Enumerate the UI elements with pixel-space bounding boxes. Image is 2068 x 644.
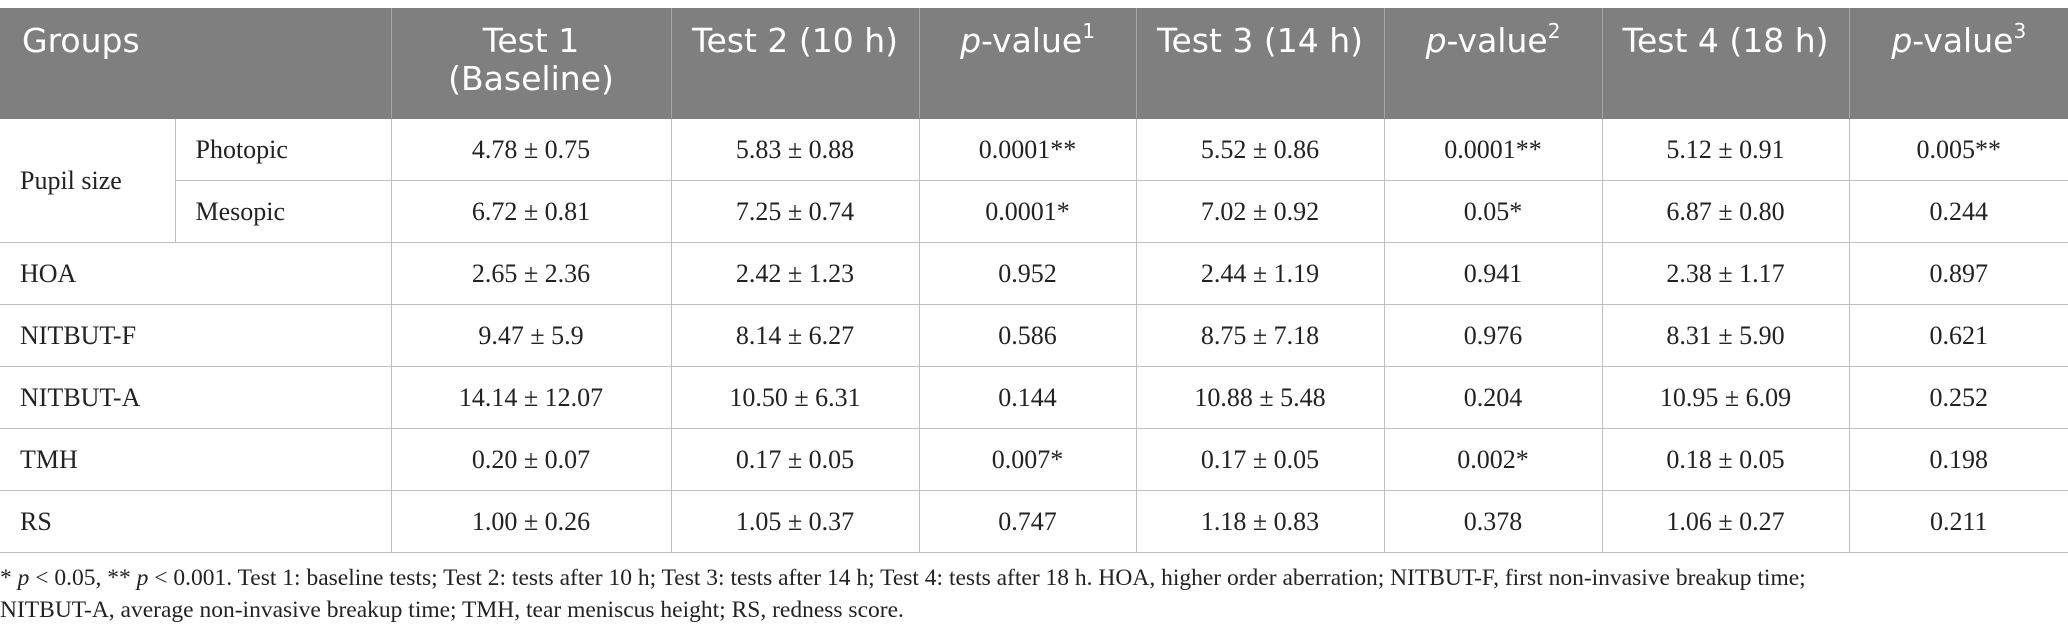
row-group-label: NITBUT-F [0, 304, 392, 367]
cell-test4: 10.95 ± 6.09 [1602, 366, 1850, 429]
cell-test1: 9.47 ± 5.9 [391, 304, 672, 367]
header-test3: Test 3 (14 h) [1136, 8, 1385, 119]
cell-test4: 0.18 ± 0.05 [1602, 428, 1850, 491]
cell-test2: 5.83 ± 0.88 [671, 118, 920, 181]
header-pvalue2: p-value2 [1384, 8, 1603, 119]
cell-pvalue3: 0.252 [1849, 366, 2068, 429]
cell-pvalue3: 0.211 [1849, 490, 2068, 553]
header-test2: Test 2 (10 h) [671, 8, 920, 119]
header-pvalue2-p: p [1425, 21, 1447, 60]
header-groups-label: Groups [22, 21, 140, 60]
table-footnote: * p < 0.05, ** p < 0.001. Test 1: baseli… [0, 562, 2060, 626]
cell-pvalue2: 0.976 [1384, 304, 1603, 367]
cell-test1: 1.00 ± 0.26 [391, 490, 672, 553]
cell-test1: 14.14 ± 12.07 [391, 366, 672, 429]
cell-pvalue3: 0.244 [1849, 180, 2068, 243]
cell-pvalue1: 0.952 [919, 242, 1137, 305]
header-test4-label: Test 4 (18 h) [1622, 21, 1829, 60]
header-test2-label: Test 2 (10 h) [691, 21, 899, 60]
cell-test1: 6.72 ± 0.81 [391, 180, 672, 243]
row-group-label: TMH [0, 428, 392, 491]
header-pvalue3-p: p [1891, 21, 1913, 60]
header-test1: Test 1 (Baseline) [391, 8, 672, 119]
cell-pvalue1: 0.0001** [919, 118, 1137, 181]
footnote-condition-1: < 0.05, ** [29, 565, 137, 591]
table-row: Mesopic 6.72 ± 0.81 7.25 ± 0.74 0.0001* … [0, 180, 2068, 243]
row-group-label: Pupil size [0, 118, 176, 243]
cell-test4: 6.87 ± 0.80 [1602, 180, 1850, 243]
cell-pvalue2: 0.941 [1384, 242, 1603, 305]
cell-test3: 1.18 ± 0.83 [1136, 490, 1385, 553]
results-table-wrapper: Groups Test 1 (Baseline) Test 2 (10 h) p-… [0, 8, 2068, 553]
table-row: NITBUT-F 9.47 ± 5.9 8.14 ± 6.27 0.586 8.… [0, 304, 2068, 367]
row-group-label: HOA [0, 242, 392, 305]
cell-test3: 2.44 ± 1.19 [1136, 242, 1385, 305]
cell-pvalue2: 0.378 [1384, 490, 1603, 553]
cell-pvalue2: 0.0001** [1384, 118, 1603, 181]
cell-test3: 7.02 ± 0.92 [1136, 180, 1385, 243]
cell-test2: 7.25 ± 0.74 [671, 180, 920, 243]
cell-test2: 8.14 ± 6.27 [671, 304, 920, 367]
cell-test3: 0.17 ± 0.05 [1136, 428, 1385, 491]
footnote-p-symbol: p [17, 565, 30, 591]
cell-test1: 4.78 ± 0.75 [391, 118, 672, 181]
row-group-label: RS [0, 490, 392, 553]
header-pvalue2-sup: 2 [1547, 19, 1561, 43]
cell-test1: 0.20 ± 0.07 [391, 428, 672, 491]
cell-test2: 10.50 ± 6.31 [671, 366, 920, 429]
header-pvalue1: p-value1 [919, 8, 1137, 119]
cell-test2: 0.17 ± 0.05 [671, 428, 920, 491]
cell-test1: 2.65 ± 2.36 [391, 242, 672, 305]
cell-pvalue3: 0.198 [1849, 428, 2068, 491]
cell-test3: 8.75 ± 7.18 [1136, 304, 1385, 367]
cell-pvalue1: 0.747 [919, 490, 1137, 553]
table-row: HOA 2.65 ± 2.36 2.42 ± 1.23 0.952 2.44 ±… [0, 242, 2068, 305]
cell-test2: 1.05 ± 0.37 [671, 490, 920, 553]
table-header-row: Groups Test 1 (Baseline) Test 2 (10 h) p-… [0, 8, 2068, 119]
cell-pvalue2: 0.05* [1384, 180, 1603, 243]
header-pvalue3: p-value3 [1849, 8, 2068, 119]
row-sub-label: Photopic [175, 118, 392, 181]
cell-pvalue3: 0.005** [1849, 118, 2068, 181]
header-test1-line1: Test 1 [482, 21, 580, 60]
cell-pvalue1: 0.007* [919, 428, 1137, 491]
footnote-star: * [0, 565, 18, 591]
header-pvalue1-text: -value [981, 21, 1083, 60]
table-row: Pupil size Photopic 4.78 ± 0.75 5.83 ± 0… [0, 118, 2068, 243]
cell-pvalue3: 0.621 [1849, 304, 2068, 367]
cell-test4: 1.06 ± 0.27 [1602, 490, 1850, 553]
header-test3-label: Test 3 (14 h) [1156, 21, 1364, 60]
results-table: Groups Test 1 (Baseline) Test 2 (10 h) p-… [0, 8, 2068, 553]
table-row: RS 1.00 ± 0.26 1.05 ± 0.37 0.747 1.18 ± … [0, 490, 2068, 553]
header-pvalue3-text: -value [1912, 21, 2014, 60]
table-row: NITBUT-A 14.14 ± 12.07 10.50 ± 6.31 0.14… [0, 366, 2068, 429]
header-pvalue2-text: -value [1446, 21, 1548, 60]
cell-pvalue1: 0.0001* [919, 180, 1137, 243]
footnote-line-2: NITBUT-A, average non-invasive breakup t… [0, 597, 904, 623]
table-row: TMH 0.20 ± 0.07 0.17 ± 0.05 0.007* 0.17 … [0, 428, 2068, 491]
cell-pvalue1: 0.586 [919, 304, 1137, 367]
cell-test3: 10.88 ± 5.48 [1136, 366, 1385, 429]
cell-test4: 8.31 ± 5.90 [1602, 304, 1850, 367]
cell-pvalue2: 0.002* [1384, 428, 1603, 491]
header-pvalue3-sup: 3 [2013, 19, 2027, 43]
header-groups: Groups [0, 8, 392, 119]
header-test4: Test 4 (18 h) [1602, 8, 1850, 119]
cell-pvalue1: 0.144 [919, 366, 1137, 429]
row-sub-label: Mesopic [175, 180, 392, 243]
row-group-label: NITBUT-A [0, 366, 392, 429]
footnote-p-symbol: p [136, 565, 149, 591]
header-pvalue1-sup: 1 [1082, 19, 1095, 43]
cell-test4: 5.12 ± 0.91 [1602, 118, 1850, 181]
cell-test2: 2.42 ± 1.23 [671, 242, 920, 305]
header-pvalue1-p: p [960, 21, 982, 60]
cell-test3: 5.52 ± 0.86 [1136, 118, 1385, 181]
cell-pvalue3: 0.897 [1849, 242, 2068, 305]
cell-pvalue2: 0.204 [1384, 366, 1603, 429]
cell-test4: 2.38 ± 1.17 [1602, 242, 1850, 305]
footnote-condition-2: < 0.001. Test 1: baseline tests; Test 2:… [148, 565, 1806, 591]
header-test1-line2: (Baseline) [448, 59, 614, 98]
